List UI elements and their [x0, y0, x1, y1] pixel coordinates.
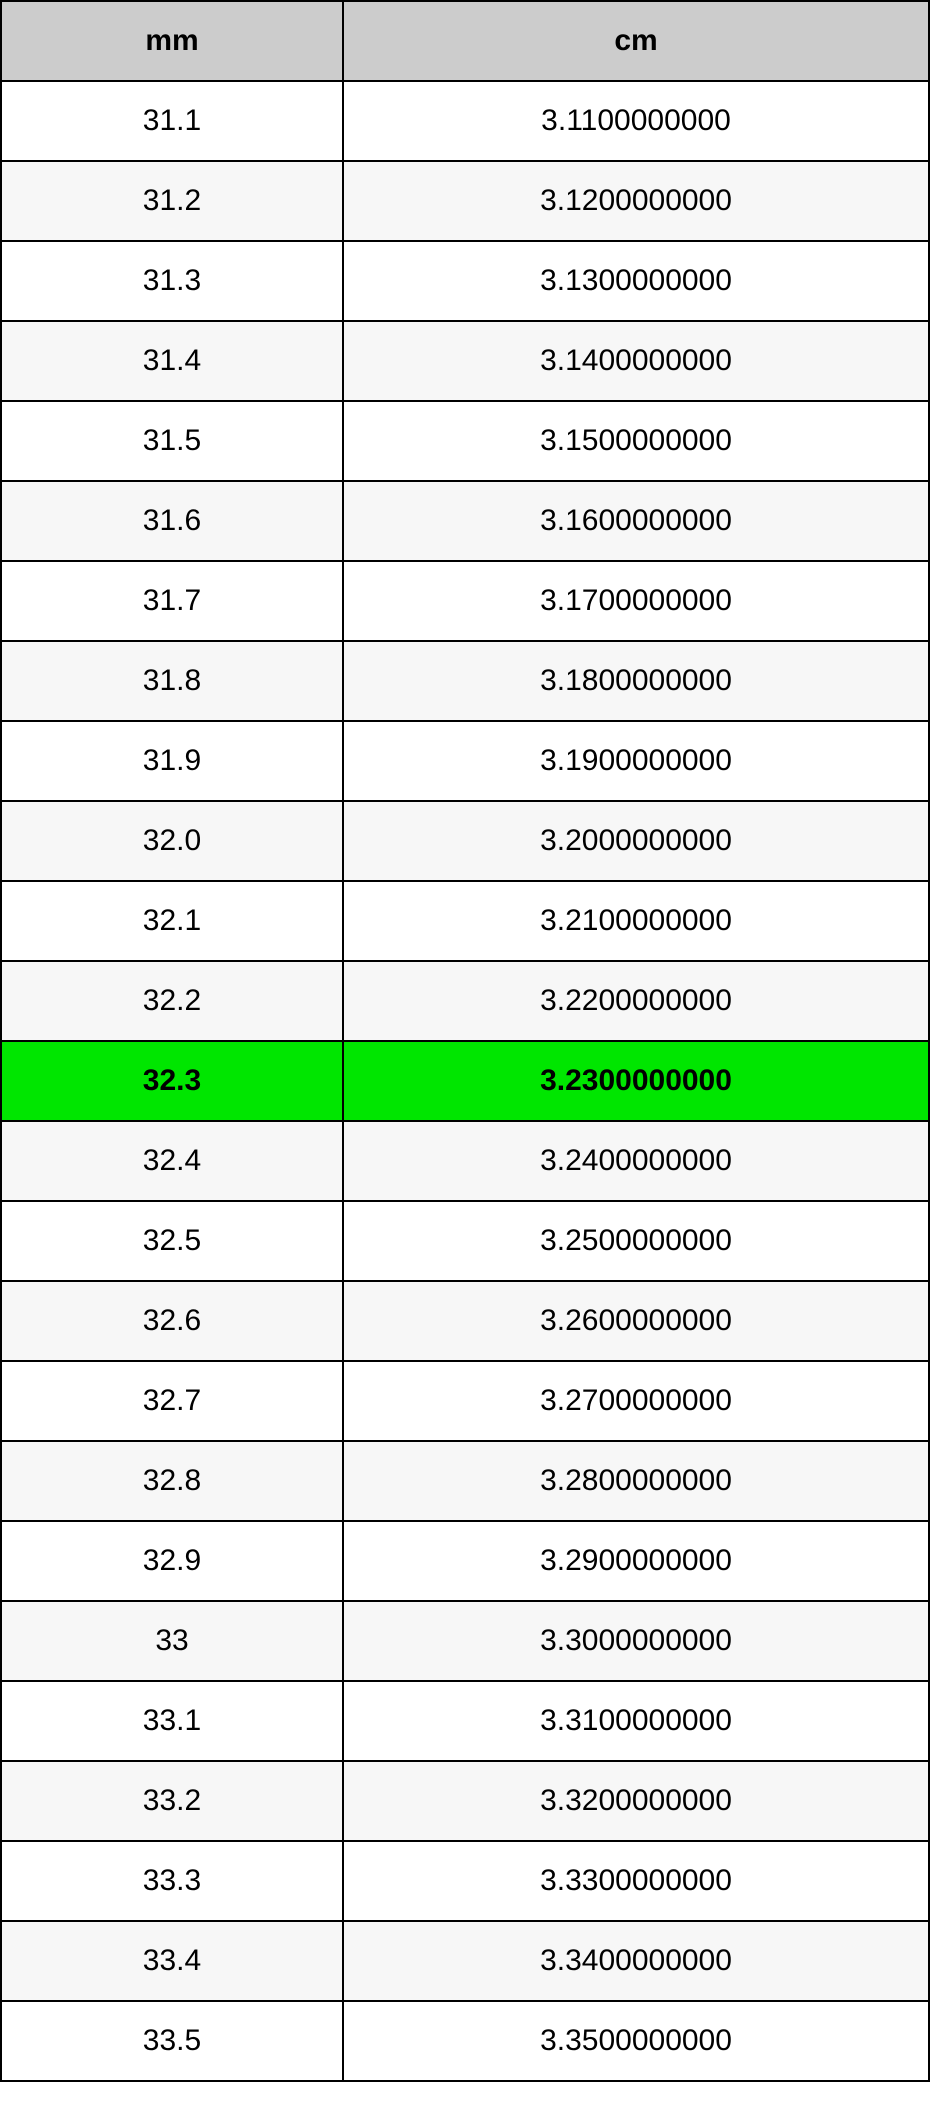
- table-body: 31.1 3.1100000000 31.2 3.1200000000 31.3…: [1, 81, 929, 2081]
- table-row: 31.8 3.1800000000: [1, 641, 929, 721]
- cell-cm: 3.2700000000: [343, 1361, 929, 1441]
- table-row: 32.2 3.2200000000: [1, 961, 929, 1041]
- cell-cm: 3.1300000000: [343, 241, 929, 321]
- cell-mm: 32.9: [1, 1521, 343, 1601]
- cell-cm: 3.3500000000: [343, 2001, 929, 2081]
- cell-mm: 32.0: [1, 801, 343, 881]
- table-row: 32.1 3.2100000000: [1, 881, 929, 961]
- cell-mm: 33.5: [1, 2001, 343, 2081]
- table-row: 32.4 3.2400000000: [1, 1121, 929, 1201]
- table-row: 31.4 3.1400000000: [1, 321, 929, 401]
- cell-cm: 3.2600000000: [343, 1281, 929, 1361]
- cell-cm: 3.2100000000: [343, 881, 929, 961]
- cell-cm: 3.2200000000: [343, 961, 929, 1041]
- cell-mm: 32.5: [1, 1201, 343, 1281]
- cell-cm: 3.2300000000: [343, 1041, 929, 1121]
- cell-mm: 31.8: [1, 641, 343, 721]
- table-row: 33.4 3.3400000000: [1, 1921, 929, 2001]
- table-row: 32.8 3.2800000000: [1, 1441, 929, 1521]
- cell-mm: 33.2: [1, 1761, 343, 1841]
- cell-mm: 32.7: [1, 1361, 343, 1441]
- cell-cm: 3.1900000000: [343, 721, 929, 801]
- cell-mm: 31.4: [1, 321, 343, 401]
- table-row-highlighted: 32.3 3.2300000000: [1, 1041, 929, 1121]
- table-row: 32.0 3.2000000000: [1, 801, 929, 881]
- cell-mm: 32.3: [1, 1041, 343, 1121]
- cell-mm: 32.1: [1, 881, 343, 961]
- cell-cm: 3.1500000000: [343, 401, 929, 481]
- cell-mm: 31.6: [1, 481, 343, 561]
- cell-mm: 33: [1, 1601, 343, 1681]
- table-row: 31.9 3.1900000000: [1, 721, 929, 801]
- table-row: 31.1 3.1100000000: [1, 81, 929, 161]
- cell-mm: 31.7: [1, 561, 343, 641]
- cell-mm: 32.2: [1, 961, 343, 1041]
- cell-cm: 3.2800000000: [343, 1441, 929, 1521]
- cell-cm: 3.3200000000: [343, 1761, 929, 1841]
- cell-mm: 32.6: [1, 1281, 343, 1361]
- table-row: 32.7 3.2700000000: [1, 1361, 929, 1441]
- table-row: 32.5 3.2500000000: [1, 1201, 929, 1281]
- cell-mm: 32.8: [1, 1441, 343, 1521]
- cell-mm: 31.9: [1, 721, 343, 801]
- cell-cm: 3.2400000000: [343, 1121, 929, 1201]
- cell-cm: 3.1600000000: [343, 481, 929, 561]
- cell-cm: 3.1200000000: [343, 161, 929, 241]
- cell-cm: 3.3400000000: [343, 1921, 929, 2001]
- cell-cm: 3.3000000000: [343, 1601, 929, 1681]
- cell-mm: 32.4: [1, 1121, 343, 1201]
- col-header-mm: mm: [1, 1, 343, 81]
- table-row: 33.2 3.3200000000: [1, 1761, 929, 1841]
- table-row: 33.3 3.3300000000: [1, 1841, 929, 1921]
- col-header-cm: cm: [343, 1, 929, 81]
- table-header-row: mm cm: [1, 1, 929, 81]
- cell-cm: 3.3100000000: [343, 1681, 929, 1761]
- cell-cm: 3.2900000000: [343, 1521, 929, 1601]
- cell-mm: 31.3: [1, 241, 343, 321]
- cell-mm: 31.5: [1, 401, 343, 481]
- cell-cm: 3.1700000000: [343, 561, 929, 641]
- table-row: 32.6 3.2600000000: [1, 1281, 929, 1361]
- conversion-table: mm cm 31.1 3.1100000000 31.2 3.120000000…: [0, 0, 930, 2082]
- cell-mm: 33.3: [1, 1841, 343, 1921]
- cell-mm: 31.2: [1, 161, 343, 241]
- cell-cm: 3.1100000000: [343, 81, 929, 161]
- table-row: 33.1 3.3100000000: [1, 1681, 929, 1761]
- cell-cm: 3.2000000000: [343, 801, 929, 881]
- table-row: 31.7 3.1700000000: [1, 561, 929, 641]
- cell-mm: 31.1: [1, 81, 343, 161]
- table-row: 31.2 3.1200000000: [1, 161, 929, 241]
- cell-cm: 3.1800000000: [343, 641, 929, 721]
- cell-cm: 3.3300000000: [343, 1841, 929, 1921]
- cell-mm: 33.4: [1, 1921, 343, 2001]
- cell-cm: 3.1400000000: [343, 321, 929, 401]
- table-row: 31.5 3.1500000000: [1, 401, 929, 481]
- table-row: 31.3 3.1300000000: [1, 241, 929, 321]
- table-row: 33.5 3.3500000000: [1, 2001, 929, 2081]
- table-row: 31.6 3.1600000000: [1, 481, 929, 561]
- cell-mm: 33.1: [1, 1681, 343, 1761]
- cell-cm: 3.2500000000: [343, 1201, 929, 1281]
- table-row: 32.9 3.2900000000: [1, 1521, 929, 1601]
- table-row: 33 3.3000000000: [1, 1601, 929, 1681]
